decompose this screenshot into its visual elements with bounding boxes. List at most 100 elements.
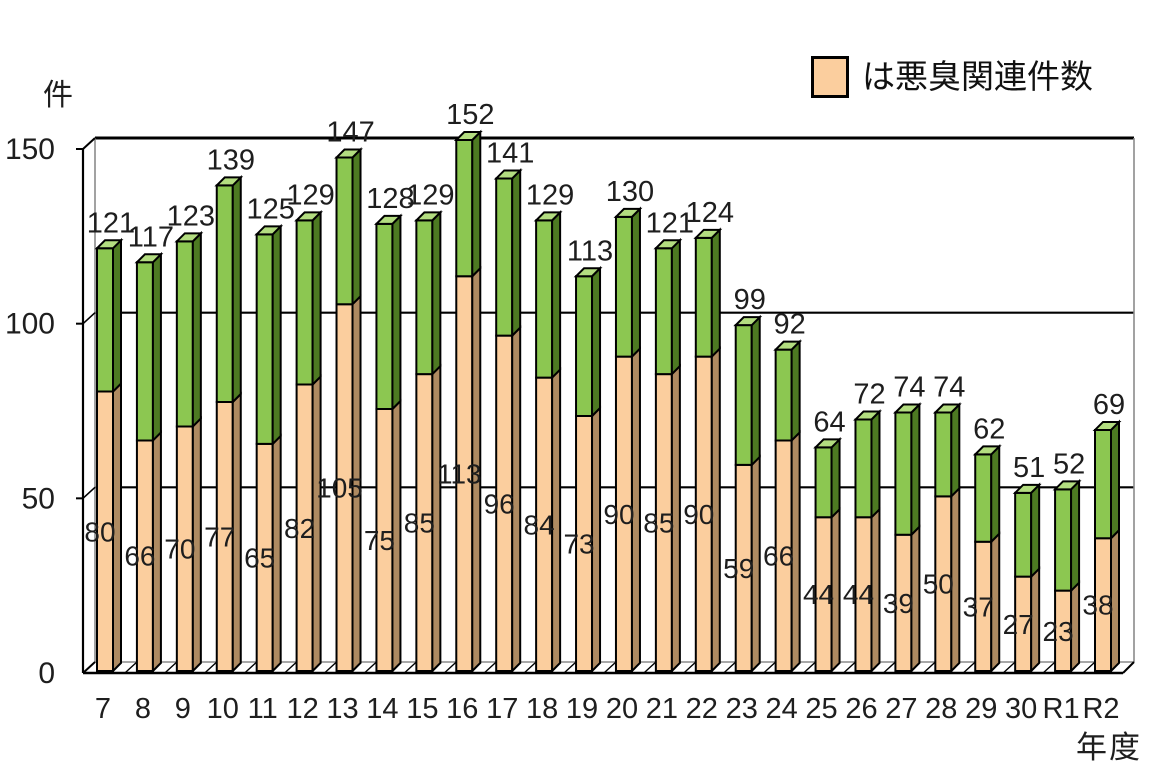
odor-value-label: 44	[803, 579, 834, 610]
odor-value-label: 39	[883, 588, 914, 619]
bar-other-top-R1	[1052, 480, 1082, 491]
total-value-label: 129	[526, 179, 574, 211]
category-separator	[284, 661, 298, 674]
total-value-label: 74	[933, 371, 965, 403]
bar-other-side-30	[1030, 482, 1041, 580]
bar-other-front-12	[295, 219, 314, 386]
category-separator	[922, 661, 936, 674]
legend: は悪臭関連件数	[811, 56, 1093, 98]
category-separator	[603, 661, 617, 674]
total-value-label: 74	[893, 371, 925, 403]
total-value-label: 124	[686, 197, 734, 229]
odor-value-label: 73	[563, 528, 594, 559]
total-value-label: 139	[207, 144, 255, 176]
x-tick-label: 17	[486, 693, 518, 725]
odor-value-label: 90	[683, 499, 714, 530]
total-value-label: 52	[1053, 448, 1085, 480]
x-tick-label: 14	[366, 693, 398, 725]
total-value-label: 141	[486, 137, 534, 169]
bar-other-top-13	[334, 148, 363, 159]
bar-other-top-R2	[1092, 420, 1122, 431]
odor-value-label: 59	[723, 553, 754, 584]
odor-value-label: 65	[244, 542, 275, 573]
bar-other-side-17	[511, 168, 522, 339]
bar-other-top-15	[413, 211, 443, 222]
bar-other-front-18	[535, 219, 554, 379]
y-tick-label: 0	[38, 657, 55, 690]
bar-other-front-17	[495, 177, 514, 337]
bar-other-front-23	[734, 324, 753, 466]
bar-other-front-9	[175, 240, 194, 428]
total-value-label: 129	[286, 179, 334, 211]
floor-right-edge	[1122, 661, 1135, 674]
total-value-label: 147	[326, 116, 374, 148]
y-axis-title: 件	[43, 79, 73, 112]
x-tick-label: 19	[566, 693, 598, 725]
x-tick-label: 13	[326, 693, 358, 725]
odor-value-label: 82	[284, 513, 315, 544]
odor-value-label: 38	[1082, 590, 1113, 621]
bar-other-top-12	[294, 211, 324, 222]
x-tick-label: 8	[135, 693, 151, 725]
total-value-label: 62	[973, 413, 1005, 445]
bar-other-side-10	[231, 175, 242, 405]
bar-other-front-24	[774, 348, 793, 442]
odor-value-label: 80	[84, 516, 115, 547]
bar-other-front-26	[854, 418, 873, 519]
odor-value-label: 23	[1043, 616, 1074, 647]
bar-other-top-19	[573, 267, 603, 278]
bar-other-side-11	[271, 223, 282, 447]
x-tick-label: 10	[207, 693, 239, 725]
category-separator	[1082, 661, 1096, 674]
bar-other-side-26	[870, 409, 881, 520]
x-tick-label: 20	[606, 693, 638, 725]
x-tick-label: 26	[845, 693, 877, 725]
bar-other-top-29	[972, 445, 1002, 456]
total-value-label: 152	[446, 99, 494, 131]
bar-other-top-11	[254, 225, 284, 236]
odor-value-label: 105	[316, 473, 363, 504]
total-value-label: 99	[734, 284, 766, 316]
bar-other-top-25	[813, 438, 842, 449]
bar-other-front-15	[415, 219, 434, 376]
category-separator	[523, 661, 537, 674]
bar-other-front-28	[934, 411, 953, 498]
odor-value-label: 85	[404, 508, 435, 539]
bar-other-front-21	[654, 247, 673, 376]
bar-other-side-9	[191, 230, 202, 429]
category-separator	[683, 661, 697, 674]
odor-value-label: 77	[204, 522, 235, 553]
total-value-label: 64	[813, 406, 845, 438]
odor-value-label: 70	[164, 534, 195, 565]
total-value-label: 113	[567, 235, 613, 267]
category-separator	[563, 661, 577, 674]
bar-other-top-18	[533, 211, 563, 222]
category-separator	[204, 661, 218, 674]
category-separator	[803, 661, 817, 674]
bar-other-side-20	[630, 206, 641, 360]
x-tick-label: 21	[646, 693, 678, 725]
y-tick-label: 100	[5, 308, 55, 341]
bar-other-side-18	[551, 209, 562, 380]
x-tick-label: 28	[925, 693, 957, 725]
bar-other-front-22	[694, 236, 713, 358]
x-tick-label: 30	[1005, 693, 1037, 725]
bar-other-front-7	[96, 247, 114, 393]
bar-other-top-20	[613, 207, 643, 218]
total-value-label: 69	[1093, 389, 1125, 421]
odor-value-label: 90	[603, 499, 634, 530]
category-separator	[763, 661, 777, 674]
x-tick-label: 18	[526, 693, 558, 725]
total-value-label: 51	[1013, 452, 1045, 484]
bar-other-front-29	[974, 453, 993, 543]
bar-other-side-19	[591, 265, 602, 419]
y-tick-label: 150	[5, 133, 55, 166]
odor-value-label: 113	[437, 459, 482, 490]
y-tick-wall-100	[82, 312, 96, 325]
category-separator	[443, 661, 457, 674]
x-tick-label: 25	[805, 693, 837, 725]
x-tick-label: 12	[286, 693, 318, 725]
legend-swatch-icon	[811, 56, 849, 98]
